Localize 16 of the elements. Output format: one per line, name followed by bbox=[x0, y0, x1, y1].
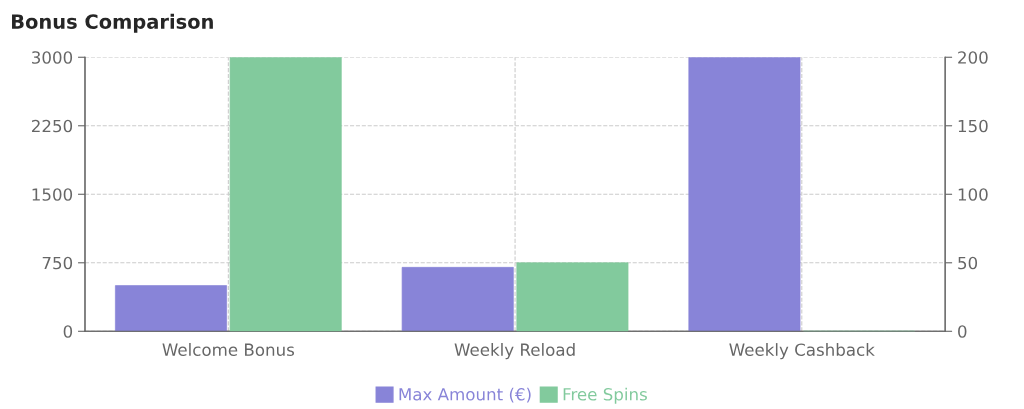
y-tick-label: 0 bbox=[63, 325, 73, 338]
y-tick-label: 750 bbox=[42, 256, 73, 270]
x-tick-label: Weekly Cashback bbox=[729, 343, 875, 360]
y2-tick-label: 150 bbox=[958, 119, 988, 133]
y2-tick-label: 100 bbox=[958, 188, 988, 201]
y-tick-label: 1500 bbox=[32, 188, 73, 201]
y-tick-label: 3000 bbox=[32, 51, 73, 64]
chart-title: Bonus Comparison bbox=[12, 13, 213, 33]
y2-tick-label: 200 bbox=[958, 51, 988, 64]
y2-tick-label: 50 bbox=[958, 256, 978, 270]
legend-label: Free Spins bbox=[563, 387, 647, 404]
x-tick-label: Welcome Bonus bbox=[162, 343, 295, 356]
y2-tick-label: 0 bbox=[958, 325, 967, 338]
x-tick-label: Weekly Reload bbox=[454, 343, 575, 360]
legend-label: Max Amount (€) bbox=[399, 387, 531, 403]
y-tick-label: 2250 bbox=[31, 119, 73, 133]
